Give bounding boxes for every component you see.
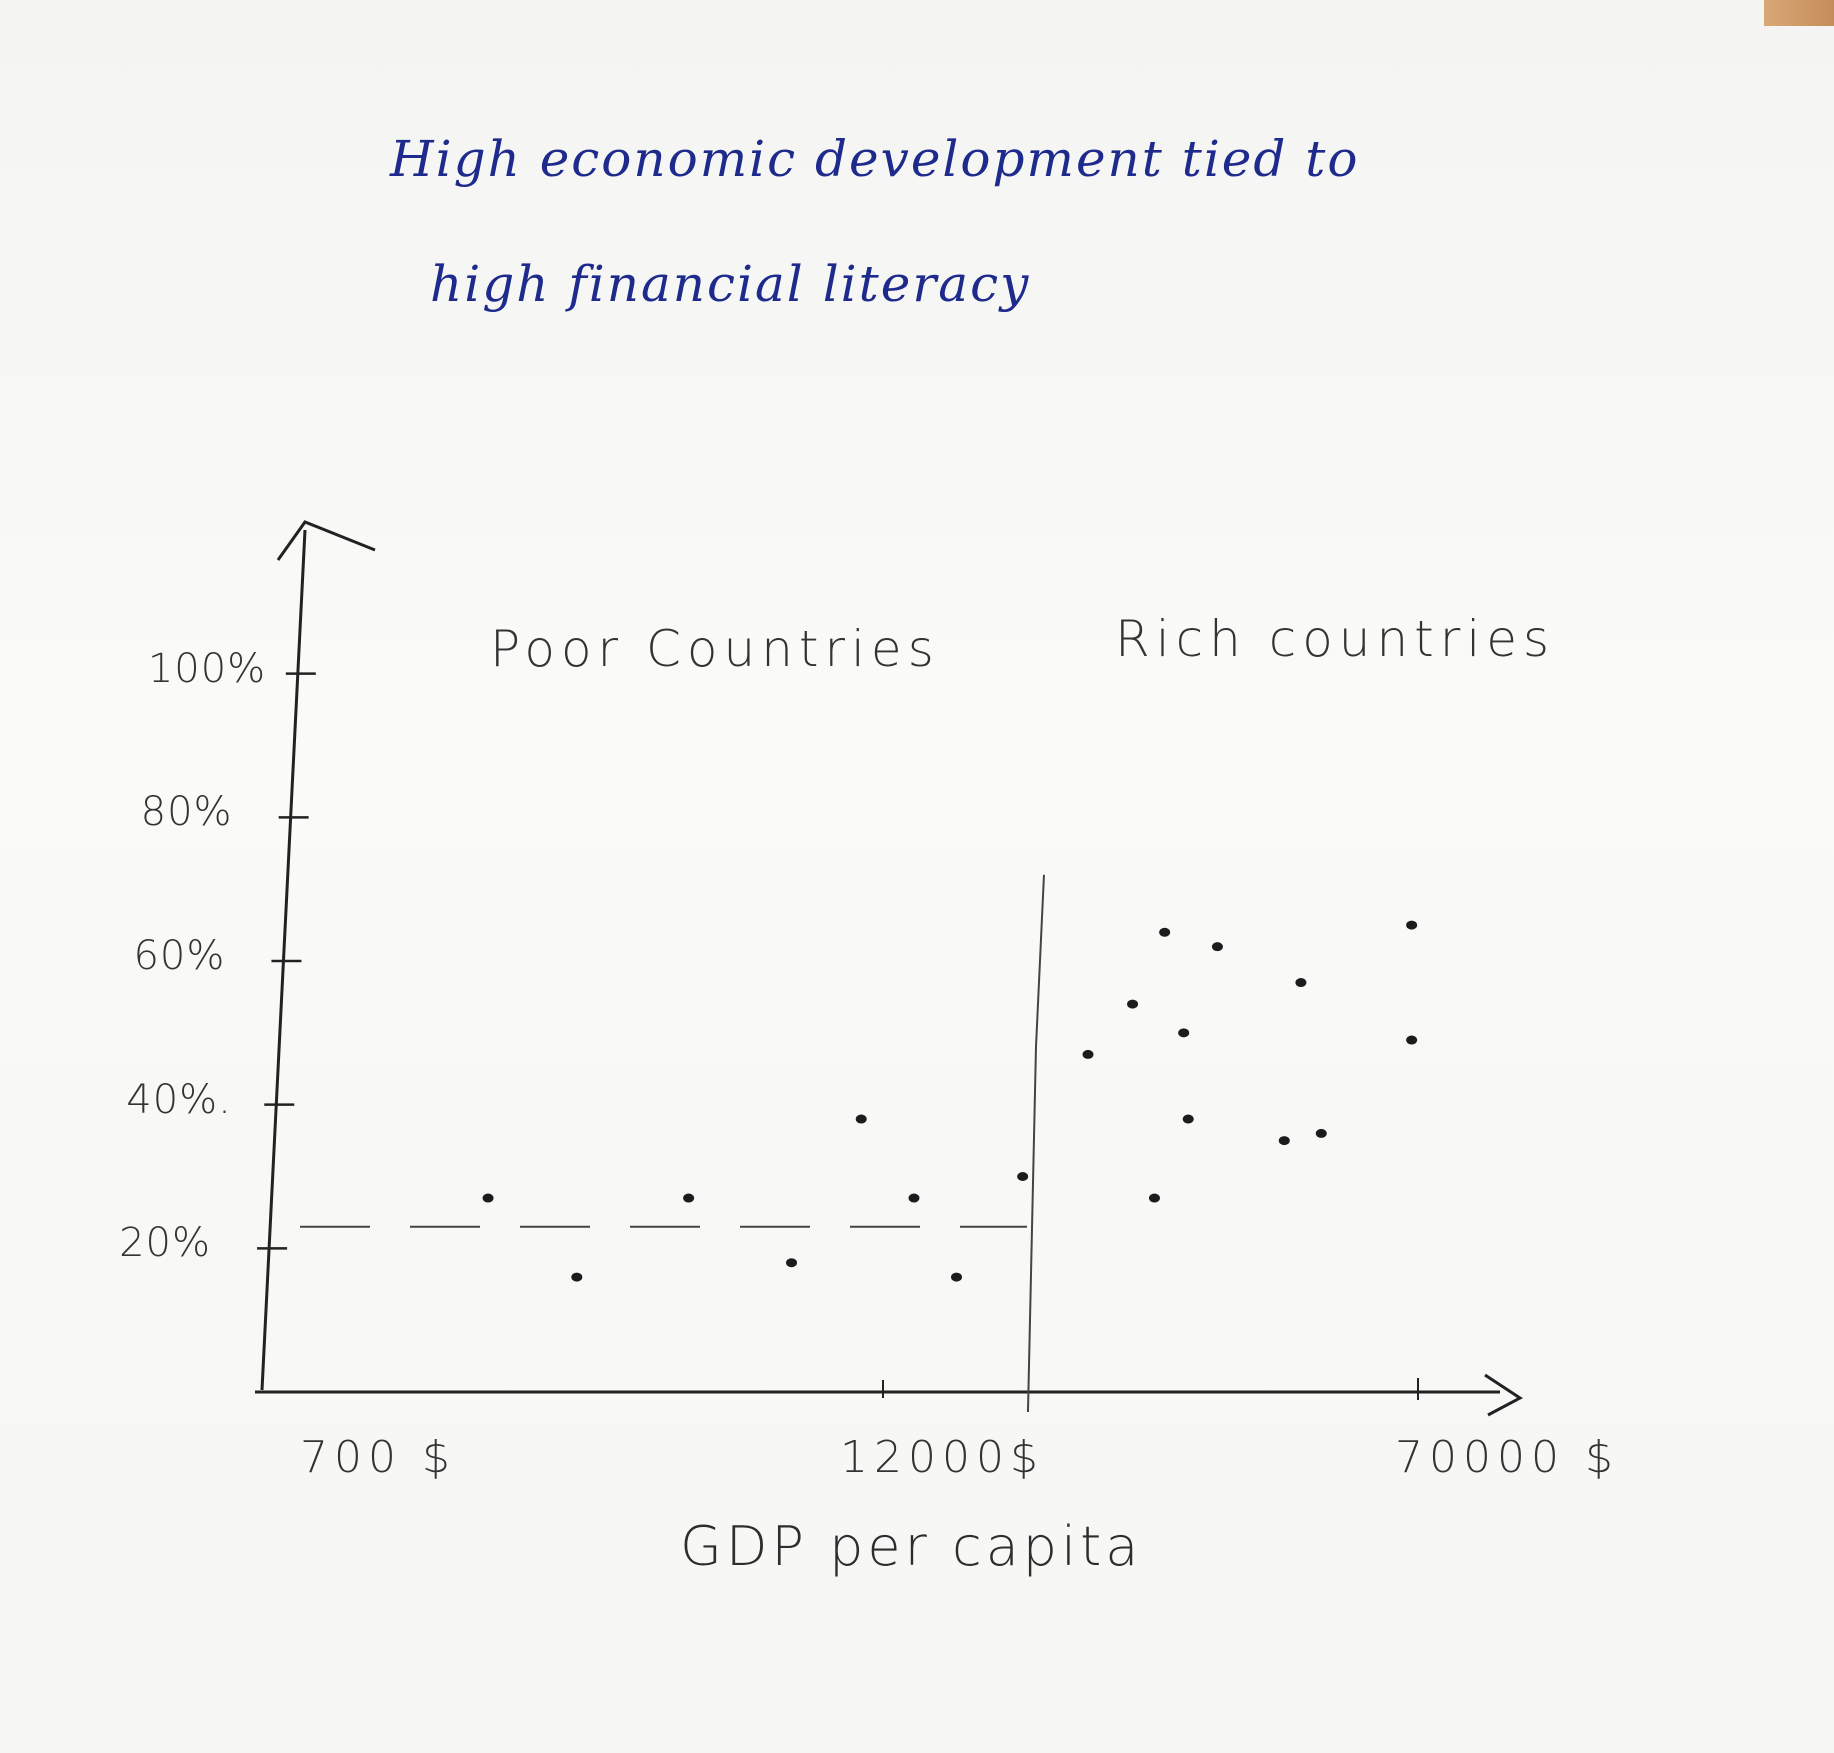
data-point — [571, 1272, 583, 1282]
x-tick-label: 70000 $ — [1395, 1432, 1619, 1483]
annotation-poor: Poor Countries — [490, 620, 940, 678]
chart-title-line-1: High economic development tied to — [390, 130, 1360, 188]
y-tick-label: 100% — [147, 645, 267, 692]
data-point — [1159, 927, 1171, 937]
x-tick-label: 700 $ — [300, 1432, 456, 1483]
x-axis-title: GDP per capita — [680, 1515, 1143, 1578]
data-point — [1406, 1035, 1418, 1045]
data-point — [1178, 1028, 1190, 1038]
x-tick-label: 12000$ — [840, 1432, 1044, 1483]
data-point — [1017, 1172, 1029, 1181]
data-points — [482, 920, 1418, 1282]
y-tick-label: 60% — [133, 933, 226, 979]
data-point — [1127, 999, 1139, 1009]
data-point — [1082, 1049, 1094, 1059]
data-point — [1182, 1114, 1194, 1124]
y-axis-arrowhead — [276, 520, 376, 561]
data-point — [786, 1258, 798, 1268]
x-axis-arrowhead — [1484, 1373, 1523, 1417]
y-tick-label: 80% — [140, 789, 233, 836]
data-point — [683, 1193, 695, 1203]
data-point — [1315, 1128, 1327, 1138]
data-point — [855, 1114, 867, 1124]
data-point — [908, 1193, 920, 1203]
data-point — [1295, 978, 1307, 988]
chart-title-line-2: high financial literacy — [430, 255, 1031, 313]
guides — [300, 874, 1045, 1413]
paper-stain — [1764, 0, 1834, 26]
y-ticks — [257, 672, 316, 1250]
divider-line — [1026, 874, 1045, 1413]
y-tick-label: 40%. — [126, 1076, 232, 1123]
data-point — [482, 1193, 494, 1203]
data-point — [1211, 942, 1223, 952]
data-point — [1278, 1136, 1290, 1146]
data-point — [950, 1272, 962, 1282]
annotation-rich: Rich countries — [1115, 610, 1556, 668]
data-point — [1406, 920, 1418, 930]
data-point — [1148, 1193, 1160, 1203]
y-tick-label: 20% — [119, 1220, 211, 1267]
